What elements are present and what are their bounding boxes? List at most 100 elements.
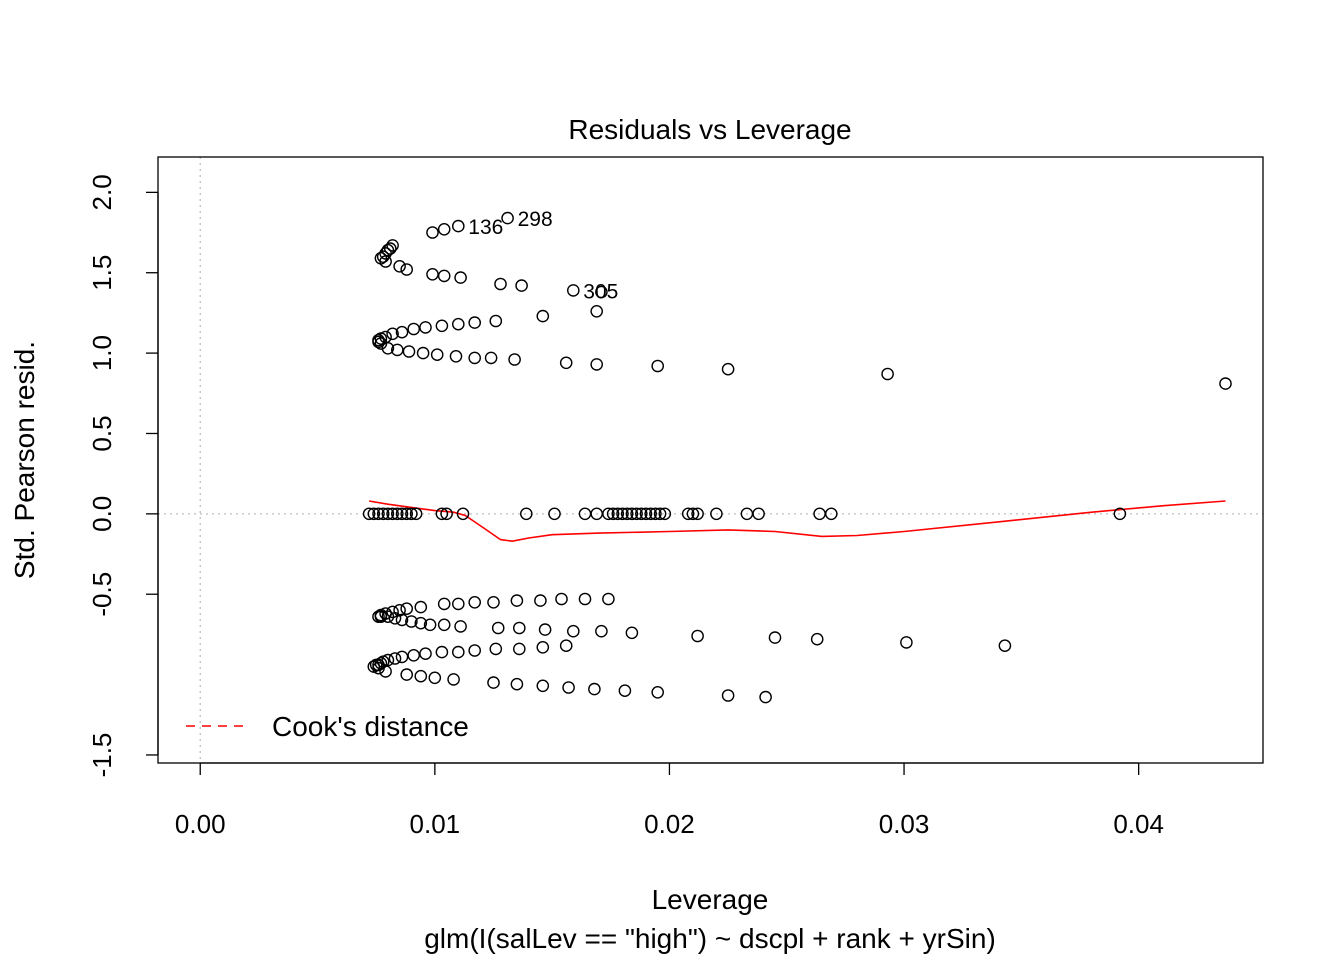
y-tick-label: 1.0 [87,335,117,371]
data-point [548,507,561,521]
point-labels-layer: 136 298 305 [468,208,618,303]
data-point [437,597,451,611]
data-point [653,507,667,521]
data-point [395,650,409,664]
data-point [423,618,437,632]
data-point [998,639,1012,653]
data-point [430,348,444,362]
data-point [426,267,439,281]
y-tick-label: -0.5 [87,572,117,617]
data-point [595,285,608,299]
data-point [625,626,639,640]
data-point [414,669,428,683]
data-point [454,271,467,284]
data-point [649,507,662,521]
data-point [405,615,418,628]
data-point [513,621,526,635]
data-point [426,226,439,239]
plot-area: 136 298 305 [158,157,1263,763]
data-point [372,335,385,349]
data-point [381,507,395,521]
data-point [635,507,648,521]
data-point [691,507,704,521]
point-index-label: 298 [518,208,553,231]
data-point [468,316,482,329]
data-point [400,602,414,616]
data-point [606,507,620,521]
data-point [376,507,390,521]
data-point [536,679,550,693]
data-point [1219,377,1232,390]
data-point [590,358,604,371]
x-tick-label: 0.02 [644,809,695,839]
data-point [721,362,735,376]
data-point [437,269,451,283]
data-point [588,682,601,696]
data-point [419,321,432,334]
data-point [595,624,608,638]
x-tick-label: 0.04 [1113,809,1164,839]
data-point [395,613,409,627]
data-point [487,596,500,609]
data-point [520,507,533,521]
data-point [602,592,615,606]
points-layer [362,211,1232,704]
data-point [383,242,397,255]
data-point [559,639,573,653]
data-point [390,507,404,521]
model-formula-subtitle: glm(I(salLev == "high") ~ dscpl + rank +… [424,923,996,954]
data-point [611,507,625,521]
y-axis: 2.0 1.5 1.0 0.5 0.0 -0.5 -1.5 [87,174,159,777]
data-point [372,507,385,521]
data-point [710,507,723,521]
data-point [491,621,505,635]
data-point [468,351,482,365]
data-point [407,649,421,662]
x-axis-label: Leverage [652,884,769,915]
data-point [768,631,782,644]
data-point [644,507,658,521]
data-point [393,259,406,273]
data-point [386,327,399,341]
y-axis-label: Std. Pearson resid. [9,341,40,579]
data-point [625,507,639,521]
y-tick-label: 0.5 [87,415,117,451]
data-point [630,507,643,521]
data-point [437,222,451,236]
data-point [451,317,465,331]
data-point [435,507,449,521]
data-point [534,594,547,607]
data-point [407,322,421,336]
data-point [414,600,428,614]
data-point [386,605,399,619]
chart-title: Residuals vs Leverage [568,114,851,145]
data-point [559,356,573,370]
data-point [405,507,418,521]
data-point [395,325,409,339]
data-point [510,594,524,607]
data-point [416,346,430,360]
data-point [414,616,428,630]
legend: Cook's distance [186,711,469,742]
data-point [468,644,482,657]
data-point [468,596,482,609]
data-point [409,507,423,521]
data-point [440,507,453,521]
data-point [691,629,704,643]
data-point [508,353,521,366]
point-index-label: 305 [583,280,618,303]
data-point [1113,507,1127,521]
data-point [372,661,385,675]
x-tick-label: 0.01 [410,809,461,839]
data-point [536,641,550,654]
data-point [449,349,463,363]
data-point [562,681,575,694]
data-point [538,623,552,636]
data-point [501,211,514,225]
data-point [616,507,629,521]
data-point [419,647,432,661]
x-tick-label: 0.03 [879,809,930,839]
data-point [578,592,592,606]
data-point [681,507,695,521]
